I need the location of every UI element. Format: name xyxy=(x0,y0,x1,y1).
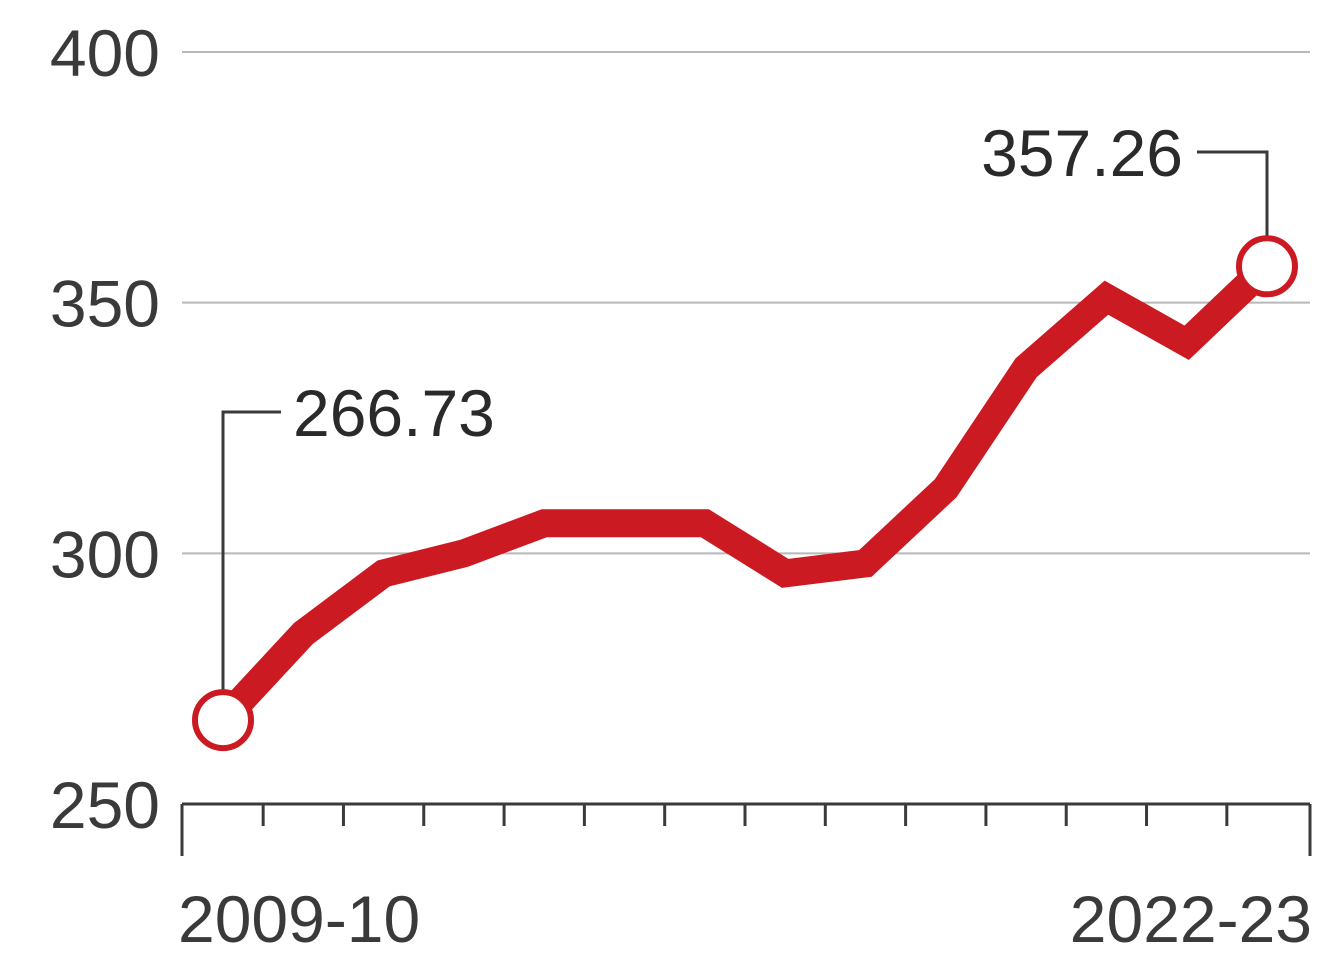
x-tick-label-first: 2009-10 xyxy=(178,882,420,953)
annotations: 266.73 357.26 xyxy=(192,116,1298,752)
annotation-leader-start xyxy=(221,410,281,721)
series-line-group xyxy=(212,256,1277,730)
y-tick-label-300: 300 xyxy=(50,517,160,591)
y-tick-label-350: 350 xyxy=(50,267,160,341)
end-point-marker xyxy=(1236,235,1298,298)
x-axis-tick-labels: 2009-10 2022-23 xyxy=(178,882,1312,956)
x-axis xyxy=(180,802,1312,856)
y-tick-label-250: 250 xyxy=(50,768,160,842)
y-axis-tick-labels: 400 350 300 250 xyxy=(50,16,160,842)
annotation-leader-end xyxy=(1197,150,1269,267)
annotation-label-end: 357.26 xyxy=(981,116,1183,190)
annotation-label-start: 266.73 xyxy=(293,376,495,450)
x-tick-label-last: 2022-23 xyxy=(1070,882,1312,953)
y-tick-label-400: 400 xyxy=(50,16,160,90)
series-line-0 xyxy=(212,256,1277,730)
start-point-marker xyxy=(192,689,254,752)
